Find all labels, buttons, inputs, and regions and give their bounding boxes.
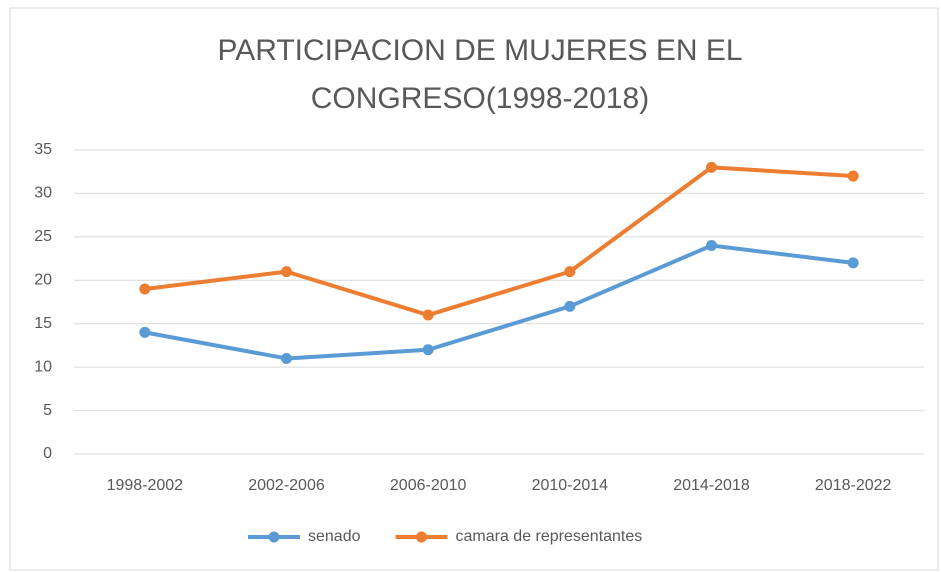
y-tick-label: 0 — [43, 445, 52, 462]
data-point — [706, 240, 717, 252]
x-tick-label: 2002-2006 — [248, 477, 325, 494]
legend-marker — [416, 531, 427, 543]
data-point — [281, 266, 292, 278]
series-line — [144, 243, 854, 361]
data-point — [422, 344, 434, 356]
chart-border — [9, 7, 939, 571]
legend-label: camara de representantes — [456, 528, 643, 545]
chart-title: CONGRESO(1998-2018) — [311, 82, 649, 115]
chart-title: PARTICIPACION DE MUJERES EN EL — [217, 34, 742, 67]
x-tick-label: 2006-2010 — [390, 477, 467, 494]
data-point — [564, 266, 576, 278]
data-point — [847, 170, 859, 182]
data-point — [281, 352, 292, 364]
series-line — [144, 165, 854, 318]
data-point — [847, 257, 859, 269]
y-tick-label: 25 — [34, 228, 52, 245]
y-tick-label: 5 — [43, 402, 52, 419]
data-point — [706, 161, 717, 173]
y-tick-label: 15 — [34, 315, 52, 332]
data-point — [422, 309, 434, 321]
data-point — [139, 283, 151, 295]
y-tick-label: 35 — [34, 141, 52, 158]
y-tick-label: 10 — [34, 358, 52, 375]
x-tick-label: 1998-2002 — [107, 477, 184, 494]
y-tick-label: 30 — [34, 185, 52, 202]
x-tick-label: 2014-2018 — [673, 477, 750, 494]
data-point — [564, 300, 576, 312]
legend-marker — [268, 531, 280, 543]
data-point — [139, 326, 151, 338]
legend-label: senado — [308, 528, 361, 545]
y-tick-label: 20 — [34, 272, 52, 289]
x-tick-label: 2010-2014 — [532, 477, 609, 494]
x-tick-label: 2018-2022 — [815, 477, 892, 494]
